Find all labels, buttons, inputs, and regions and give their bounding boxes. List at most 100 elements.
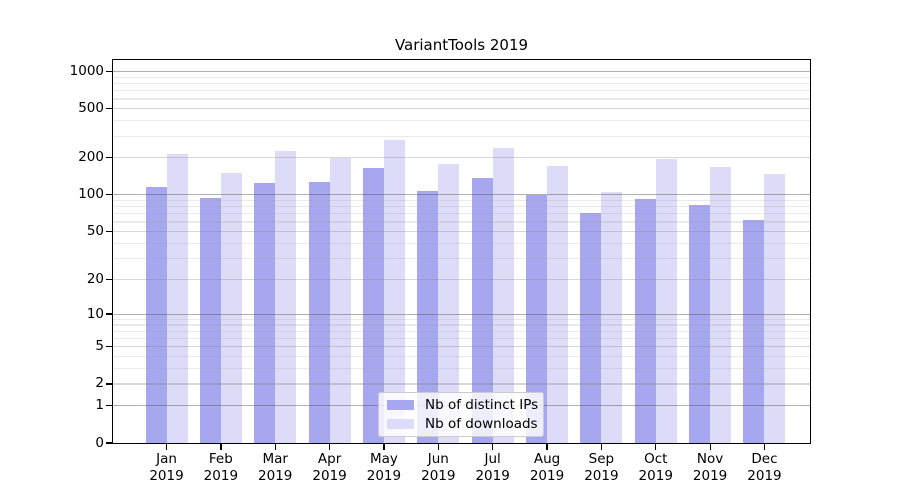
grid-line-minor: [113, 221, 810, 223]
grid-line-minor: [113, 76, 810, 78]
y-tick: [106, 442, 113, 444]
grid-line: [113, 231, 810, 233]
x-tick: [763, 443, 766, 450]
bottom-spine: [111, 442, 812, 444]
bar-distinct_ips-jan: [145, 186, 167, 443]
x-tick: [546, 443, 548, 450]
grid-line-minor: [113, 206, 810, 208]
x-tick: [600, 443, 603, 450]
y-tick: [106, 346, 113, 348]
left-spine: [111, 59, 114, 444]
x-tick-label: Apr 2019: [312, 451, 347, 484]
x-tick: [328, 443, 331, 450]
grid-line: [113, 278, 810, 280]
grid-line: [113, 383, 810, 385]
legend-item-distinct-ips: Nb of distinct IPs: [379, 395, 543, 415]
x-tick-label: Oct 2019: [638, 451, 673, 484]
x-tick: [165, 443, 168, 450]
y-tick-label: 10: [86, 305, 104, 322]
bar-distinct_ips-aug: [526, 194, 548, 443]
bar-downloads-jul: [492, 147, 514, 443]
bar-downloads-dec: [764, 174, 786, 443]
bar-distinct_ips-jun: [417, 191, 439, 443]
bar-distinct_ips-oct: [634, 198, 656, 443]
grid-line-minor: [113, 355, 810, 358]
y-tick: [106, 157, 113, 159]
grid-line: [113, 157, 810, 159]
x-tick: [274, 443, 276, 450]
bar-downloads-jan: [166, 154, 188, 443]
y-tick: [106, 230, 113, 233]
x-tick: [220, 443, 222, 450]
bar-downloads-feb: [220, 173, 242, 443]
y-tick-label: 20: [86, 270, 104, 287]
y-tick-label: 1000: [69, 62, 104, 79]
y-tick-label: 50: [86, 223, 104, 240]
y-tick: [106, 313, 113, 315]
grid-line-minor: [113, 318, 810, 320]
x-tick-label: Aug 2019: [529, 451, 565, 484]
legend-label-downloads: Nb of downloads: [425, 416, 538, 433]
legend-swatch-distinct-ips: [387, 399, 414, 410]
grid-line-minor: [113, 199, 810, 202]
grid-line: [113, 108, 810, 110]
bar-distinct_ips-feb: [199, 198, 221, 443]
bar-distinct_ips-may: [362, 167, 384, 443]
x-tick: [383, 443, 385, 450]
grid-line-minor: [113, 257, 810, 259]
grid-line-major: [113, 70, 810, 73]
grid-line-minor: [113, 82, 810, 85]
y-tick: [106, 194, 113, 196]
bar-downloads-jun: [438, 164, 460, 443]
y-tick: [106, 108, 113, 110]
y-tick-label: 200: [78, 149, 104, 166]
x-tick: [709, 443, 711, 450]
x-tick-label: Sep 2019: [584, 451, 619, 484]
x-tick-label: Nov 2019: [692, 451, 728, 484]
x-tick-label: Jul 2019: [475, 451, 510, 484]
right-spine: [809, 59, 812, 444]
x-tick-label: Jun 2019: [421, 451, 456, 484]
legend-label-distinct-ips: Nb of distinct IPs: [425, 396, 539, 413]
y-tick: [106, 278, 113, 280]
y-tick-label: 2: [95, 375, 104, 392]
legend-swatch-downloads: [387, 419, 414, 430]
bar-distinct_ips-sep: [580, 212, 602, 443]
bar-downloads-mar: [275, 151, 297, 443]
y-tick-label: 5: [95, 338, 104, 355]
bar-distinct_ips-mar: [254, 183, 276, 443]
x-tick-label: Mar 2019: [258, 451, 293, 484]
bar-downloads-nov: [710, 167, 732, 443]
y-tick: [106, 405, 113, 407]
grid-line-minor: [113, 120, 810, 122]
bar-distinct_ips-jul: [471, 177, 493, 443]
grid-line-minor: [113, 242, 810, 244]
chart-title: VariantTools 2019: [394, 36, 529, 54]
grid-line-major: [113, 313, 810, 315]
bar-downloads-apr: [329, 157, 351, 443]
x-tick-label: Jan 2019: [149, 451, 184, 484]
bar-downloads-may: [383, 139, 405, 443]
y-tick-label: 100: [78, 186, 104, 203]
y-tick: [106, 70, 113, 73]
grid-line-minor: [113, 337, 810, 340]
bar-downloads-oct: [655, 158, 677, 443]
y-tick: [106, 383, 113, 385]
x-tick-label: Feb 2019: [203, 451, 239, 484]
grid-line: [113, 346, 810, 348]
grid-line-minor: [113, 98, 810, 100]
grid-line-minor: [113, 90, 810, 92]
bar-distinct_ips-apr: [308, 182, 330, 443]
grid-line-major: [113, 194, 810, 196]
grid-line-minor: [113, 213, 810, 215]
grid-line-minor: [113, 324, 810, 326]
grid-line-minor: [113, 367, 810, 370]
bar-downloads-sep: [601, 191, 623, 443]
bar-distinct_ips-dec: [743, 220, 765, 443]
y-tick-label: 500: [78, 100, 104, 117]
y-tick-label: 1: [95, 397, 104, 414]
legend: Nb of distinct IPs Nb of downloads: [378, 392, 544, 437]
x-tick: [492, 443, 494, 450]
bar-downloads-aug: [547, 166, 569, 443]
